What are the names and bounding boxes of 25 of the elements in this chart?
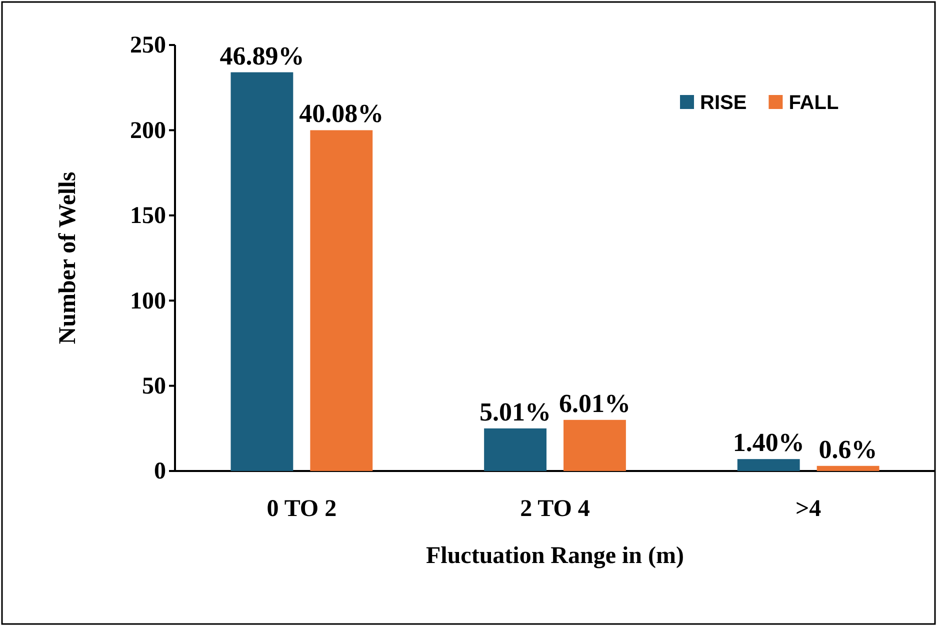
x-tick-label: 2 TO 4 — [520, 496, 590, 522]
y-tick-label: 200 — [130, 118, 166, 144]
annotation: 0.6% — [818, 434, 878, 464]
legend-label: FALL — [788, 92, 839, 114]
x-tick-label: 0 TO 2 — [266, 496, 337, 522]
bar — [564, 420, 626, 471]
bar — [484, 428, 546, 471]
y-tick-label: 0 — [154, 458, 166, 485]
bar — [816, 466, 880, 471]
y-tick-label: 100 — [130, 288, 166, 314]
bar — [230, 72, 294, 471]
y-axis-title: Number of Wells — [55, 172, 81, 344]
annotation: 46.89% — [220, 41, 304, 70]
annotation: 6.01% — [558, 388, 630, 418]
x-tick-label: >4 — [795, 496, 822, 522]
x-axis-title: Fluctuation Range in (m) — [426, 543, 684, 569]
y-tick-label: 50 — [142, 373, 166, 400]
annotation: 40.08% — [299, 99, 384, 128]
annotation: 5.01% — [480, 397, 552, 426]
y-tick-label: 250 — [130, 32, 166, 59]
bar — [737, 459, 800, 471]
bar — [310, 130, 373, 471]
y-tick-label: 150 — [130, 203, 166, 230]
legend-label: RISE — [700, 92, 747, 114]
annotation: 1.40% — [732, 428, 804, 458]
